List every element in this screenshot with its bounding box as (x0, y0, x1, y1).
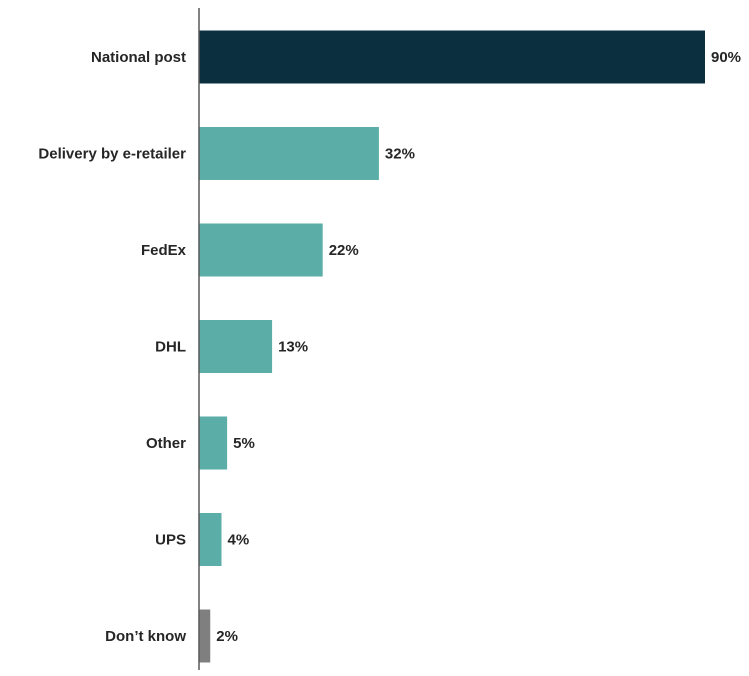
value-label-ups: 4% (227, 532, 249, 549)
value-label-dhl: 13% (278, 339, 308, 356)
category-label-other: Other (146, 435, 186, 452)
category-labels: National post Delivery by e-retailer FedEx… (38, 49, 186, 645)
value-label-fedex: 22% (329, 242, 359, 259)
bar-national-post (199, 30, 705, 84)
bar-ups (199, 513, 222, 566)
value-label-delivery-by-e-retailer: 32% (385, 146, 415, 163)
value-label-national-post: 90% (711, 49, 741, 66)
value-label-other: 5% (233, 435, 255, 452)
bar-other (199, 416, 228, 470)
category-label-national-post: National post (91, 49, 186, 66)
category-label-dhl: DHL (155, 339, 186, 356)
bar-fedex (199, 223, 323, 277)
value-label-don-t-know: 2% (216, 628, 238, 645)
category-label-fedex: FedEx (141, 242, 187, 259)
bar-don-t-know (199, 609, 211, 663)
category-label-delivery-by-e-retailer: Delivery by e-retailer (38, 146, 186, 163)
bar-dhl (199, 320, 273, 373)
bars-layer (199, 30, 705, 663)
bar-delivery-by-e-retailer (199, 127, 379, 180)
category-label-don-t-know: Don’t know (105, 628, 186, 645)
value-labels: 90% 32% 22% 13% 5% 4% 2% (216, 49, 741, 645)
category-label-ups: UPS (155, 532, 186, 549)
